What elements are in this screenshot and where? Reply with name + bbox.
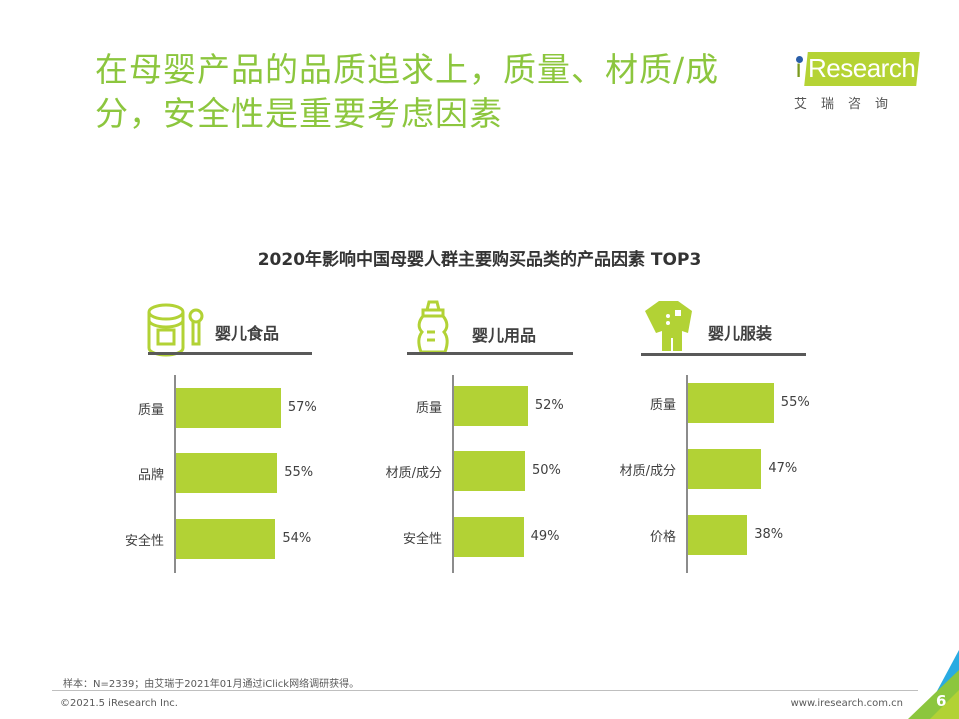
category-label: 质量 [415, 401, 442, 416]
data-label: 52% [534, 398, 564, 413]
data-label: 54% [282, 531, 312, 546]
category-label: 材质/成分 [619, 464, 676, 479]
data-label: 47% [768, 461, 798, 476]
page-title: 在母婴产品的品质追求上，质量、材质/成分，安全性是重要考虑因素 [95, 50, 720, 133]
bar [176, 519, 276, 559]
panel-title: 婴儿用品 [472, 326, 537, 345]
category-label: 安全性 [402, 532, 442, 547]
category-label: 安全性 [124, 534, 164, 549]
panel-divider [407, 352, 573, 355]
footer-divider [52, 690, 918, 691]
iresearch-logo: Research ı 艾瑞咨询 [792, 48, 922, 118]
y-axis [452, 375, 454, 573]
bar [454, 451, 525, 491]
chart-title: 2020年影响中国母婴人群主要购买品类的产品因素 TOP3 [257, 250, 702, 270]
data-label: 57% [287, 400, 317, 415]
data-label: 55% [284, 465, 314, 480]
bar [454, 386, 528, 426]
corner-decoration [908, 650, 959, 719]
page-number: 6 [936, 692, 947, 710]
bar [176, 388, 281, 428]
category-label: 价格 [649, 530, 676, 545]
data-label: 50% [532, 463, 561, 478]
data-label: 49% [530, 529, 560, 544]
data-label: 38% [754, 527, 784, 542]
y-axis [686, 375, 688, 573]
baby-bottle-icon [413, 300, 453, 359]
category-label: 质量 [649, 398, 676, 413]
panel-title: 婴儿服装 [708, 324, 773, 343]
baby-onesie-icon [641, 298, 696, 357]
website-link[interactable]: www.iresearch.com.cn [790, 698, 903, 709]
sample-note: 样本：N=2339；由艾瑞于2021年01月通过iClick网络调研获得。 [63, 679, 360, 690]
copyright: ©2021.5 iResearch Inc. [60, 698, 178, 709]
y-axis [174, 375, 176, 573]
formula-can-spoon-icon [146, 302, 206, 361]
category-label: 材质/成分 [385, 466, 442, 481]
category-label: 品牌 [137, 468, 164, 483]
category-label: 质量 [137, 403, 164, 418]
bar [688, 515, 748, 555]
panel-divider [148, 352, 312, 355]
panel-divider [641, 353, 806, 356]
bar [454, 517, 524, 557]
bar [688, 449, 762, 489]
bar [688, 383, 774, 423]
bar [176, 453, 278, 493]
panel-title: 婴儿食品 [215, 324, 280, 343]
data-label: 55% [780, 395, 810, 410]
